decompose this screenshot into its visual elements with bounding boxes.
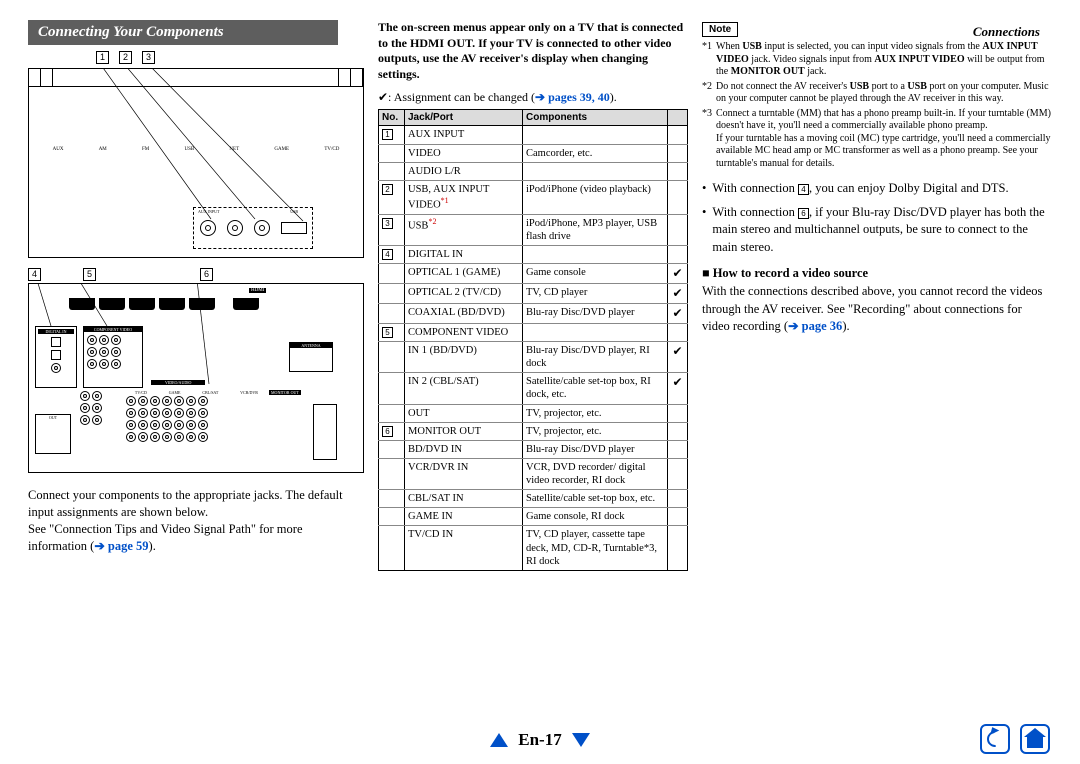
callout-5: 5 (83, 268, 96, 281)
hdmi-warning: The on-screen menus appear only on a TV … (378, 20, 688, 82)
callout-2: 2 (119, 51, 132, 64)
callout-row-bottom: 4 5 6 (28, 268, 364, 281)
rear-panel-diagram: HDMI DIGITAL IN COMPONENT VIDEO ANTENNA … (28, 283, 364, 473)
assignment-note: ✔: Assignment can be changed (➔ pages 39… (378, 90, 688, 105)
pages-39-40-link[interactable]: ➔ pages 39, 40 (535, 90, 610, 104)
home-icon (1027, 736, 1043, 748)
callout-6: 6 (200, 268, 213, 281)
left-column: Connecting Your Components 1 2 3 AUXAMFM… (28, 20, 364, 660)
note-label: Note (702, 22, 738, 37)
middle-column: The on-screen menus appear only on a TV … (378, 20, 688, 660)
bullet-tips: With connection 4, you can enjoy Dolby D… (702, 180, 1052, 256)
callout-4: 4 (28, 268, 41, 281)
undo-icon (984, 728, 1007, 751)
howto-body: With the connections described above, yo… (702, 283, 1052, 336)
left-caption: Connect your components to the appropria… (28, 487, 364, 555)
howto-title: How to record a video source (702, 266, 1052, 281)
callout-3: 3 (142, 51, 155, 64)
section-title: Connecting Your Components (28, 20, 338, 45)
page-36-link[interactable]: ➔ page 36 (788, 319, 842, 333)
front-panel-diagram: AUXAMFMUSBNETGAMETV/CD AUX INPUT USB (28, 68, 364, 258)
page-59-link[interactable]: ➔ page 59 (94, 539, 148, 553)
callout-row-top: 1 2 3 (96, 51, 364, 64)
breadcrumb: Connections (973, 24, 1040, 40)
right-column: Note *1When USB input is selected, you c… (702, 20, 1052, 660)
back-button[interactable] (980, 724, 1010, 754)
prev-page-icon[interactable] (490, 733, 508, 747)
home-button[interactable] (1020, 724, 1050, 754)
connections-table: No. Jack/Port Components 1AUX INPUTVIDEO… (378, 109, 688, 570)
next-page-icon[interactable] (572, 733, 590, 747)
page-number: En-17 (518, 730, 561, 750)
page-footer: En-17 (0, 730, 1080, 750)
notes-list: *1When USB input is selected, you can in… (702, 41, 1052, 170)
main-columns: Connecting Your Components 1 2 3 AUXAMFM… (28, 20, 1052, 660)
callout-1: 1 (96, 51, 109, 64)
